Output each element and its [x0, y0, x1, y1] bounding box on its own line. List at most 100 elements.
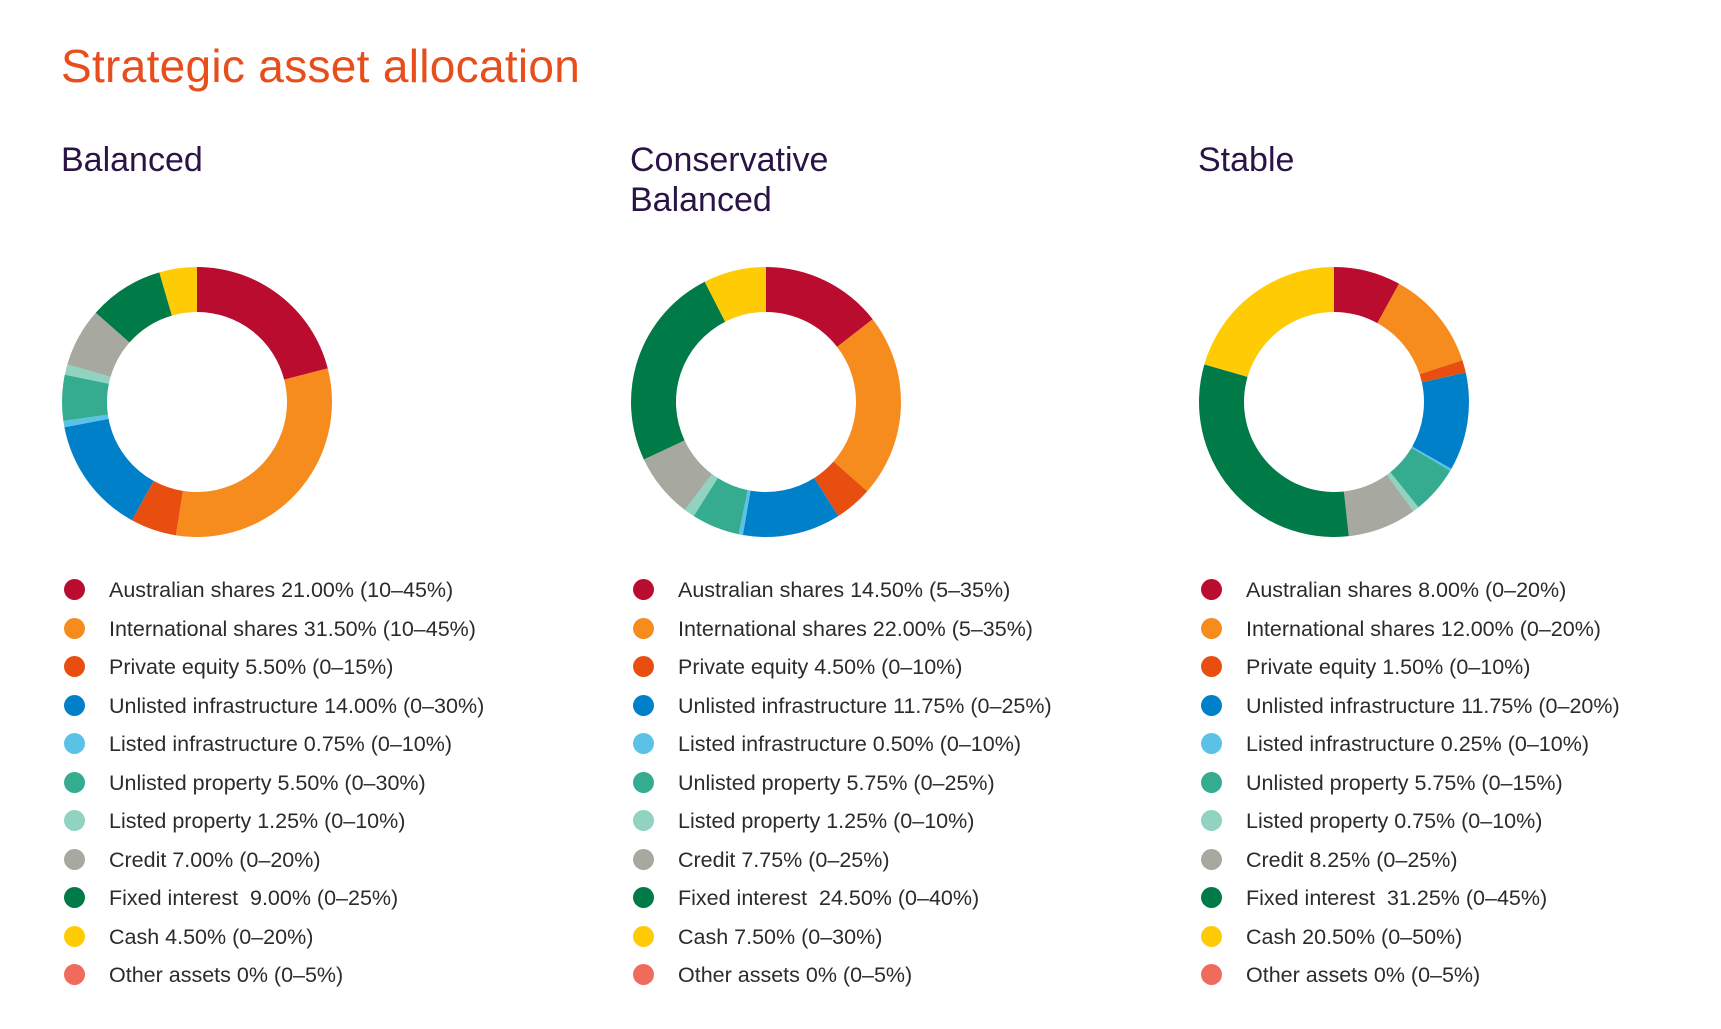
legend-swatch — [633, 810, 654, 831]
legend-label: Credit 8.25% (0–25%) — [1246, 847, 1458, 872]
legend-swatch — [633, 694, 654, 716]
slice-credit — [643, 440, 712, 510]
slice-listed-infrastructure — [1411, 446, 1452, 471]
panel-title: Balanced — [61, 141, 203, 179]
legend-label: Other assets 0% (0–5%) — [1246, 963, 1481, 987]
slice-australian-shares — [766, 267, 873, 347]
legend-label: Credit 7.75% (0–25%) — [678, 847, 890, 872]
legend-swatch — [1201, 964, 1222, 985]
legend-label: Cash 4.50% (0–20%) — [109, 924, 314, 949]
legend-label: Private equity 4.50% (0–10%) — [678, 655, 963, 679]
legend-swatch — [64, 925, 85, 947]
legend-label: Listed infrastructure 0.50% (0–10%) — [678, 732, 1021, 756]
legend-swatch — [633, 848, 654, 870]
legend-swatch — [64, 733, 85, 754]
legend-label: Unlisted infrastructure 11.75% (0–25%) — [678, 693, 1052, 718]
legend-swatch — [1201, 694, 1222, 716]
legend-label: International shares 12.00% (0–20%) — [1246, 616, 1601, 641]
panel-balanced: Balanced Australian shares 21.00% (10–45… — [61, 140, 621, 1010]
legend-swatch — [633, 579, 654, 600]
slice-fixed-interest — [631, 281, 726, 460]
legend-label: Listed infrastructure 0.25% (0–10%) — [1246, 732, 1589, 756]
legend-swatch — [1201, 925, 1222, 947]
legend-swatch — [64, 810, 85, 831]
legend-swatch — [64, 964, 85, 985]
legend-swatch — [64, 579, 85, 600]
legend-swatch — [1201, 771, 1222, 793]
legend-swatch — [633, 964, 654, 985]
legend-swatch — [1201, 733, 1222, 754]
legend-label: Other assets 0% (0–5%) — [678, 963, 913, 987]
legend-label: Listed property 0.75% (0–10%) — [1246, 809, 1543, 833]
legend-label: Listed property 1.25% (0–10%) — [678, 809, 975, 833]
legend-swatch — [633, 733, 654, 754]
legend-swatch — [633, 771, 654, 793]
legend-swatch — [1201, 887, 1222, 908]
legend-swatch — [1201, 848, 1222, 870]
slice-international-shares — [1377, 283, 1463, 375]
slice-listed-infrastructure — [63, 414, 109, 428]
legend-label: Listed property 1.25% (0–10%) — [109, 809, 406, 833]
panel-stable: Stable Australian shares 8.00% (0–20%) In… — [1198, 140, 1721, 1010]
legend-label: Fixed interest 31.25% (0–45%) — [1246, 886, 1548, 910]
legend-swatch — [64, 771, 85, 793]
legend-label: Other assets 0% (0–5%) — [109, 963, 344, 987]
legend-label: Fixed interest 9.00% (0–25%) — [109, 886, 399, 910]
legend-label: Australian shares 8.00% (0–20%) — [1246, 578, 1567, 602]
legend-swatch — [633, 617, 654, 639]
legend-label: Unlisted infrastructure 14.00% (0–30%) — [109, 693, 485, 718]
legend-label: International shares 22.00% (5–35%) — [678, 616, 1033, 641]
legend-swatch — [633, 887, 654, 908]
slice-unlisted-property — [62, 374, 109, 422]
legend-label: International shares 31.50% (10–45%) — [109, 616, 476, 641]
slice-listed-property — [684, 473, 718, 516]
slice-international-shares — [833, 319, 901, 492]
legend-label: Unlisted infrastructure 11.75% (0–20%) — [1246, 693, 1620, 718]
slice-credit — [1343, 474, 1414, 537]
slice-cash — [159, 267, 197, 316]
legend-label: Credit 7.00% (0–20%) — [109, 847, 321, 872]
legend-swatch — [64, 656, 85, 677]
legend-label: Private equity 1.50% (0–10%) — [1246, 655, 1531, 679]
legend-swatch — [64, 887, 85, 908]
slice-fixed-interest — [1199, 364, 1349, 537]
slice-unlisted-infrastructure — [742, 477, 839, 537]
legend-label: Unlisted property 5.50% (0–30%) — [109, 770, 426, 795]
legend-label: Private equity 5.50% (0–15%) — [109, 655, 394, 679]
slice-unlisted-property — [1390, 447, 1451, 508]
slice-international-shares — [175, 368, 332, 537]
legend-swatch — [1201, 656, 1222, 677]
slice-listed-property — [64, 364, 111, 384]
legend-label: Cash 7.50% (0–30%) — [678, 924, 883, 949]
legend-label: Unlisted property 5.75% (0–15%) — [1246, 770, 1563, 795]
slice-australian-shares — [197, 267, 328, 380]
slice-private-equity — [814, 461, 868, 516]
legend-swatch — [633, 925, 654, 947]
slice-fixed-interest — [95, 272, 172, 343]
legend-label: Listed infrastructure 0.75% (0–10%) — [109, 732, 452, 756]
slice-unlisted-property — [693, 477, 748, 535]
panel-title: Stable — [1198, 141, 1295, 179]
panel-conservative-balanced: Conservative Balanced Australian shares … — [630, 140, 1190, 1010]
legend-swatch — [633, 656, 654, 677]
legend-swatch — [64, 617, 85, 639]
legend-swatch — [64, 694, 85, 716]
slice-unlisted-infrastructure — [1412, 372, 1469, 469]
legend-label: Cash 20.50% (0–50%) — [1246, 924, 1463, 949]
slice-private-equity — [1419, 360, 1466, 383]
legend-swatch — [1201, 617, 1222, 639]
legend-label: Australian shares 21.00% (10–45%) — [109, 578, 454, 602]
slice-unlisted-infrastructure — [64, 418, 154, 521]
legend-label: Australian shares 14.50% (5–35%) — [678, 578, 1011, 602]
slice-credit — [67, 312, 130, 377]
legend-swatch — [64, 848, 85, 870]
legend-label: Fixed interest 24.50% (0–40%) — [678, 886, 980, 910]
slice-australian-shares — [1334, 267, 1400, 324]
donut-chart-conservative-balanced — [631, 267, 901, 537]
slice-cash — [704, 267, 766, 322]
slice-private-equity — [131, 480, 183, 536]
legend-swatch — [1201, 810, 1222, 831]
legend-label: Unlisted property 5.75% (0–25%) — [678, 770, 995, 795]
page-title: Strategic asset allocation — [61, 40, 581, 92]
donut-chart-stable — [1199, 267, 1469, 537]
